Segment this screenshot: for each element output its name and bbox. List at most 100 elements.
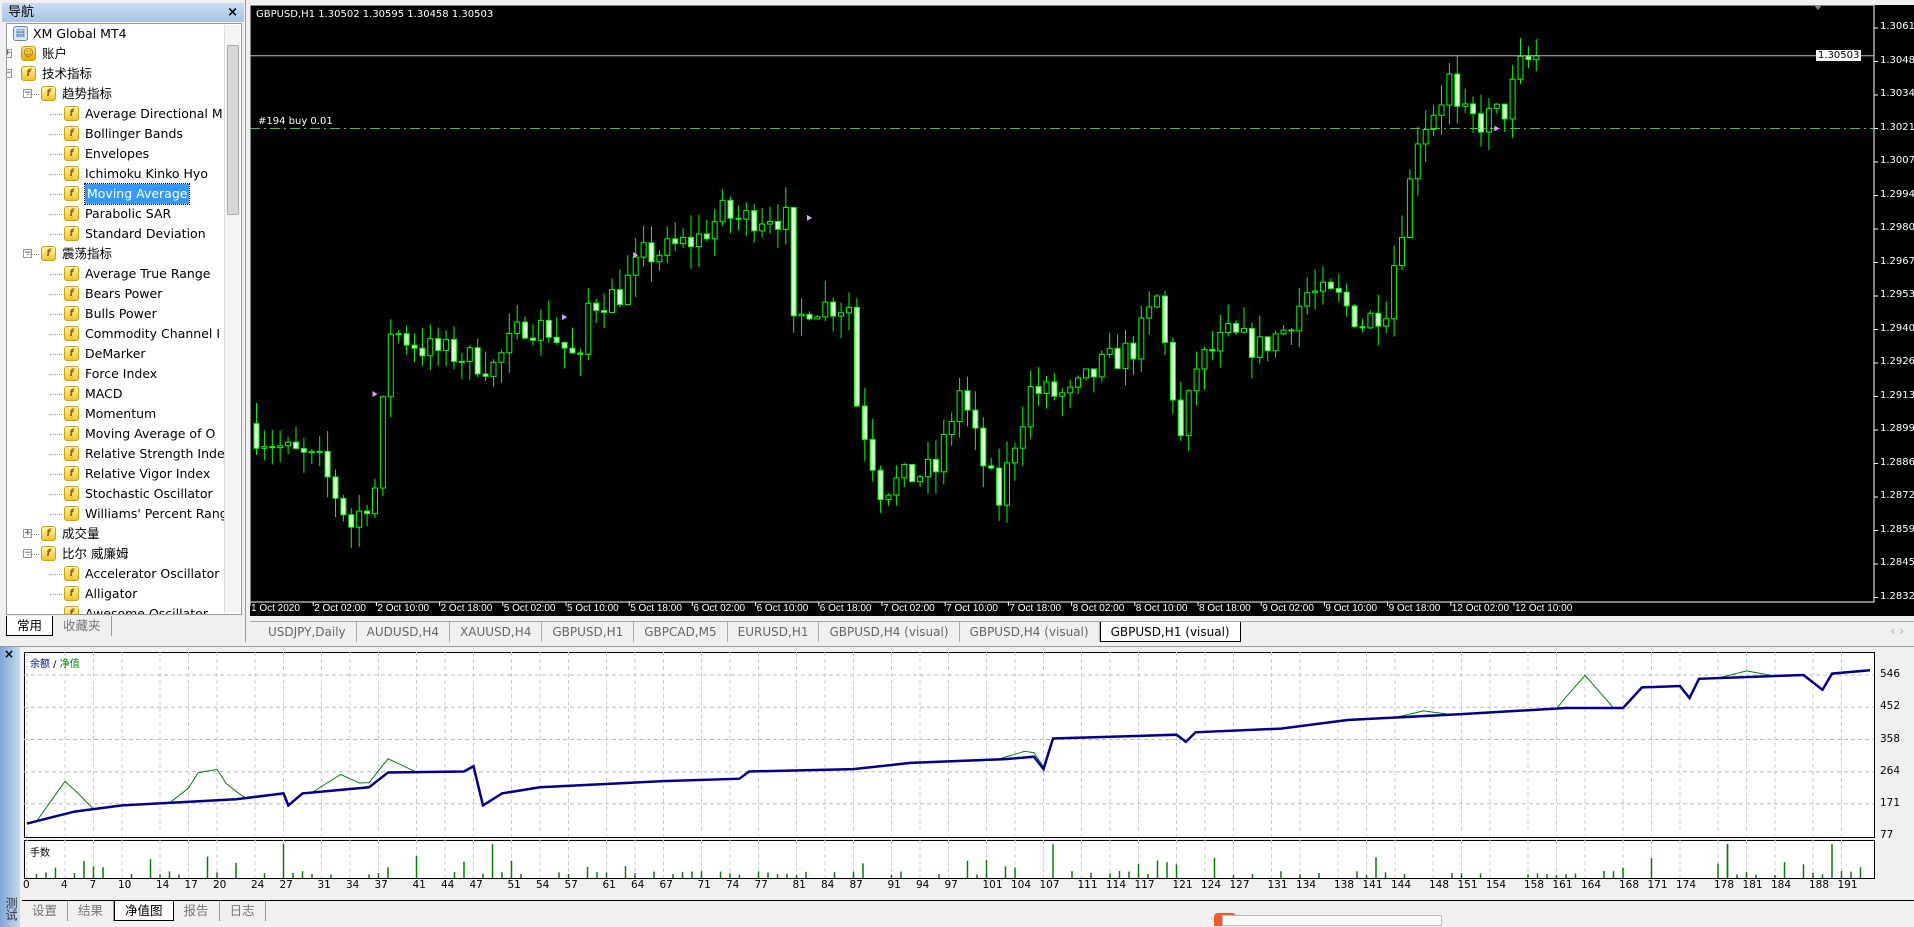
indicator-icon: f: [64, 406, 79, 421]
bear-candle: [774, 220, 781, 230]
price-axis-label: 1.30615: [1880, 21, 1914, 32]
tree-item-label: Awesome Oscillator: [85, 606, 208, 615]
tree-item[interactable]: f Envelopes: [7, 144, 227, 164]
tree-item[interactable]: f Stochastic Oscillator: [7, 484, 227, 504]
bear-candle: [688, 236, 694, 248]
candles: [253, 38, 1540, 549]
tree-item[interactable]: f Williams' Percent Rang: [7, 504, 228, 524]
expander-icon[interactable]: +: [23, 528, 32, 538]
expander-icon[interactable]: −: [23, 248, 32, 258]
bull-candle: [1067, 386, 1074, 394]
tree-item[interactable]: ▤ XM Global MT4: [7, 24, 227, 44]
chart-tab[interactable]: USDJPY,Daily: [258, 622, 357, 642]
tree-item-label: 成交量: [62, 526, 100, 541]
tester-tab[interactable]: 报告: [174, 901, 220, 921]
bull-candle: [632, 256, 639, 276]
tree-item[interactable]: f Alligator: [7, 584, 227, 604]
chart-tab[interactable]: GBPUSD,H4 (visual): [960, 622, 1100, 642]
terminal-icon: ▤: [13, 26, 28, 41]
indicator-icon: f: [41, 526, 56, 541]
tree-item[interactable]: f Bollinger Bands: [7, 124, 227, 144]
chart-tab[interactable]: GBPCAD,M5: [634, 622, 728, 642]
tree-item[interactable]: − f 比尔 威廉姆: [7, 544, 227, 564]
expander-icon[interactable]: −: [23, 548, 32, 558]
bear-candle: [648, 242, 655, 263]
expander-icon[interactable]: −: [23, 88, 32, 98]
ime-toolbar[interactable]: [1222, 915, 1442, 926]
tester-tab[interactable]: 净值图: [114, 901, 174, 921]
bull-candle: [695, 233, 702, 248]
chart-tab[interactable]: XAUUSD,H4: [450, 622, 543, 642]
tree-item[interactable]: f Bulls Power: [7, 304, 227, 324]
expander-icon[interactable]: −: [7, 69, 12, 78]
tree-item[interactable]: f Momentum: [7, 404, 227, 424]
bear-candle: [1359, 326, 1366, 329]
bear-candle: [988, 465, 995, 469]
bull-candle: [379, 396, 386, 489]
tester-tab[interactable]: 设置: [22, 901, 69, 921]
tree-item[interactable]: f DeMarker: [7, 344, 227, 364]
tree-item[interactable]: −f 技术指标: [7, 64, 227, 84]
chart-tab[interactable]: GBPUSD,H1: [542, 622, 635, 642]
tree-item[interactable]: − f 趋势指标: [7, 84, 227, 104]
chart-shift-marker-icon[interactable]: [1814, 5, 1822, 10]
price-chart[interactable]: GBPUSD,H1 1.30502 1.30595 1.30458 1.3050…: [250, 5, 1914, 616]
indicator-icon: f: [64, 166, 79, 181]
scrollbar[interactable]: [224, 25, 240, 613]
chart-title: GBPUSD,H1 1.30502 1.30595 1.30458 1.3050…: [256, 9, 494, 20]
bear-candle: [348, 514, 355, 528]
tree-item[interactable]: + f 成交量: [7, 524, 227, 544]
tree-item[interactable]: f Average True Range: [7, 264, 227, 284]
legend-balance: 余额: [30, 659, 50, 670]
date-axis-label: 8 Oct 10:00: [1135, 603, 1188, 614]
trade-index-label: 174: [1676, 879, 1697, 891]
tree-item[interactable]: f Accelerator Oscillator: [7, 564, 227, 584]
tree-item[interactable]: f Force Index: [7, 364, 227, 384]
chart-tab[interactable]: EURUSD,H1: [728, 622, 820, 642]
tab-favorites[interactable]: 收藏夹: [53, 616, 112, 636]
close-icon[interactable]: ×: [227, 5, 238, 20]
bear-candle: [790, 206, 797, 317]
candlestick-canvas[interactable]: [250, 5, 1914, 616]
bear-candle: [332, 476, 339, 499]
bear-candle: [972, 409, 979, 429]
tree-item[interactable]: f Average Directional M: [7, 104, 227, 124]
tree-item[interactable]: f Ichimoku Kinko Hyo: [7, 164, 227, 184]
tree-item[interactable]: f Parabolic SAR: [7, 204, 227, 224]
tree-item[interactable]: f Relative Strength Inde: [7, 444, 227, 464]
bear-candle: [806, 313, 813, 320]
chart-tab[interactable]: GBPUSD,H1 (visual): [1099, 622, 1241, 642]
tree-item[interactable]: − f 震荡指标: [7, 244, 227, 264]
tree-item[interactable]: f Bears Power: [7, 284, 227, 304]
chart-tab[interactable]: AUDUSD,H4: [357, 622, 451, 642]
indicator-icon: f: [64, 366, 79, 381]
tab-scroll-arrows-icon[interactable]: ‹ ›: [1890, 624, 1904, 638]
tester-tab[interactable]: 日志: [220, 901, 266, 921]
bear-candle: [932, 458, 939, 473]
tree-item[interactable]: f Standard Deviation: [7, 224, 227, 244]
bear-candle: [269, 446, 276, 449]
bull-candle: [1122, 342, 1129, 369]
indicator-icon: f: [64, 466, 79, 481]
tree-item[interactable]: f MACD: [7, 384, 227, 404]
bull-candle: [1225, 323, 1232, 333]
bull-candle: [1509, 78, 1516, 120]
date-axis-label: 7 Oct 10:00: [946, 603, 998, 614]
tree-item[interactable]: + ☺ 账户: [7, 44, 227, 64]
trade-index-label: 14: [156, 879, 170, 891]
expander-icon[interactable]: +: [7, 49, 12, 58]
chart-tab[interactable]: GBPUSD,H4 (visual): [819, 622, 960, 642]
close-icon[interactable]: ×: [4, 647, 15, 661]
trade-index-label: 124: [1201, 879, 1222, 891]
tree-connector: [50, 374, 62, 375]
tree-item[interactable]: f Moving Average of O: [7, 424, 227, 444]
tab-common[interactable]: 常用: [6, 616, 54, 636]
tree-item[interactable]: f Awesome Oscillator: [7, 604, 227, 615]
tester-tab[interactable]: 结果: [68, 901, 115, 921]
tree-connector: [27, 534, 39, 535]
tree-item[interactable]: f Relative Vigor Index: [7, 464, 227, 484]
scrollbar-thumb[interactable]: [227, 45, 239, 215]
tree-connector: [27, 554, 39, 555]
tree-item[interactable]: f Commodity Channel I: [7, 324, 227, 344]
tree-item[interactable]: f Moving Average: [7, 183, 227, 205]
